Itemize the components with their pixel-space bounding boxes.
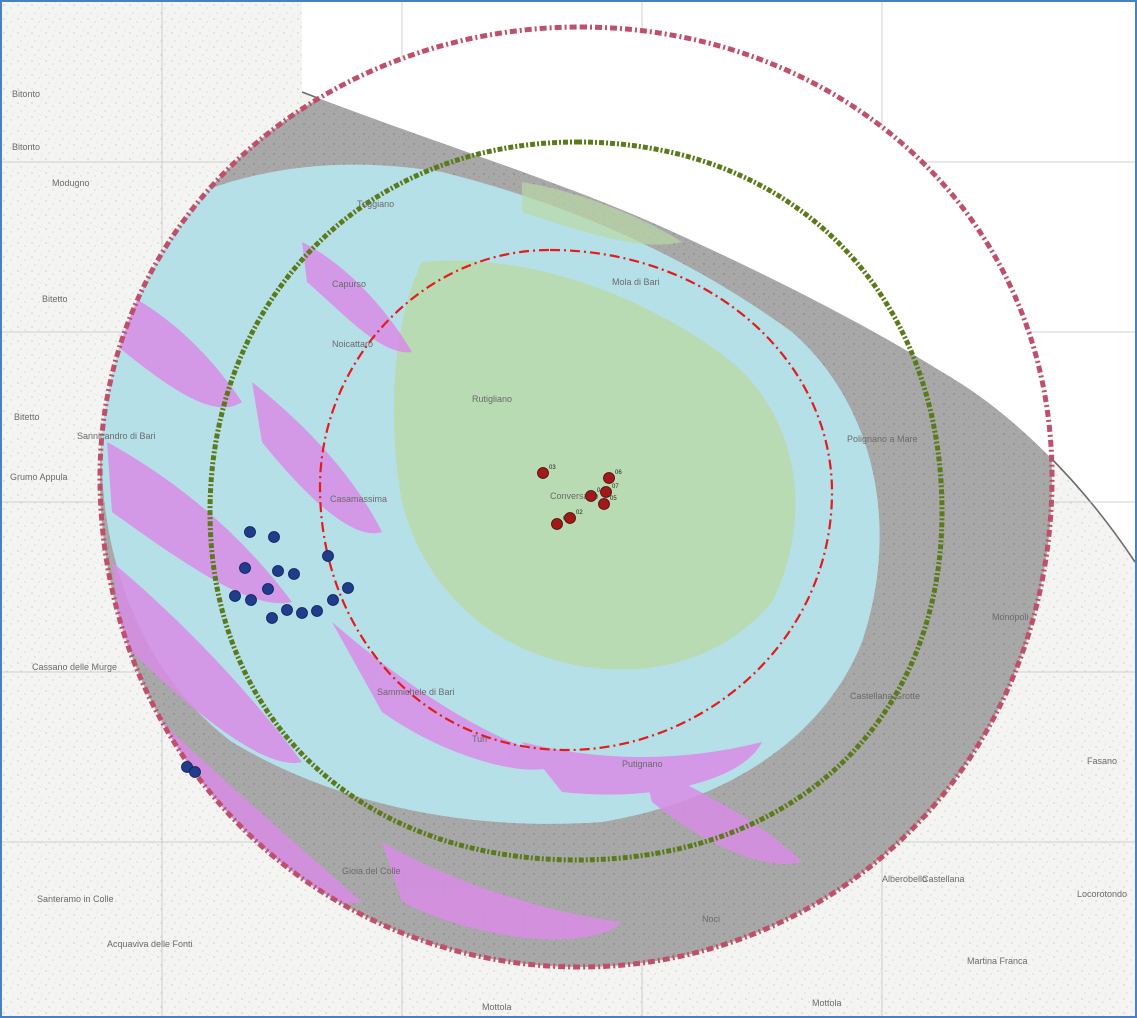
- existing-turbine-marker[interactable]: [245, 594, 257, 606]
- existing-turbine-marker[interactable]: [272, 565, 284, 577]
- town-label-santeramo: Santeramo in Colle: [37, 894, 114, 904]
- project-turbines: 03010204050607: [537, 465, 622, 530]
- town-label-rutigliano: Rutigliano: [472, 394, 512, 404]
- existing-turbine-marker[interactable]: [268, 531, 280, 543]
- project-turbine-label: 06: [615, 470, 622, 476]
- town-label-bitetto-1: Bitetto: [42, 294, 68, 304]
- town-label-polignano: Polignano a Mare: [847, 434, 918, 444]
- project-turbine-marker[interactable]: [585, 490, 597, 502]
- existing-turbine-marker[interactable]: [266, 612, 278, 624]
- buffer-outer: [97, 24, 1055, 970]
- town-label-mola: Mola di Bari: [612, 277, 660, 287]
- project-turbine-marker[interactable]: [564, 512, 576, 524]
- existing-turbine-marker[interactable]: [189, 766, 201, 778]
- town-label-gioia: Gioia del Colle: [342, 866, 401, 876]
- town-label-casamassima: Casamassima: [330, 494, 387, 504]
- town-label-cassano: Cassano delle Murge: [32, 662, 117, 672]
- town-label-noicattaro: Noicattaro: [332, 339, 373, 349]
- project-turbine-marker[interactable]: [600, 486, 612, 498]
- town-label-modugno: Modugno: [52, 178, 90, 188]
- visibility-zone-green: [393, 260, 796, 670]
- town-label-monopoli: Monopoli: [992, 612, 1029, 622]
- town-label-mottola-2: Mottola: [812, 998, 842, 1008]
- buffer-inner: [318, 248, 834, 752]
- town-label-alberobello: Alberobello: [882, 874, 927, 884]
- town-label-bitonto-2: Bitonto: [12, 142, 40, 152]
- town-label-noci: Noci: [702, 914, 720, 924]
- town-label-capurso: Capurso: [332, 279, 366, 289]
- project-turbine-marker[interactable]: [598, 498, 610, 510]
- town-label-triggiano: Triggiano: [357, 199, 394, 209]
- town-label-grumo: Grumo Appula: [10, 472, 68, 482]
- town-label-turi: Turi: [472, 734, 487, 744]
- project-turbine-marker[interactable]: [537, 467, 549, 479]
- town-label-castellana-2: Castellana: [922, 874, 965, 884]
- town-label-mottola-1: Mottola: [482, 1002, 512, 1012]
- town-label-fasano: Fasano: [1087, 756, 1117, 766]
- project-turbine-label: 02: [576, 510, 583, 516]
- existing-turbines: [181, 526, 354, 778]
- town-label-bitetto-2: Bitetto: [14, 412, 40, 422]
- existing-turbine-marker[interactable]: [229, 590, 241, 602]
- buffer-middle: [207, 139, 945, 863]
- existing-turbine-marker[interactable]: [262, 583, 274, 595]
- town-label-conversano: Conversano: [550, 491, 599, 501]
- town-label-locorotondo: Locorotondo: [1077, 889, 1127, 899]
- existing-turbine-marker[interactable]: [288, 568, 300, 580]
- existing-turbine-marker[interactable]: [281, 604, 293, 616]
- town-labels: Bitonto Bitonto Modugno Triggiano Capurso Bit…: [10, 89, 1127, 1012]
- existing-turbine-marker[interactable]: [327, 594, 339, 606]
- project-turbine-marker[interactable]: [551, 518, 563, 530]
- town-label-martina: Martina Franca: [967, 956, 1028, 966]
- project-turbine-marker[interactable]: [603, 472, 615, 484]
- existing-turbine-marker[interactable]: [239, 562, 251, 574]
- town-label-putignano: Putignano: [622, 759, 663, 769]
- existing-turbine-marker[interactable]: [322, 550, 334, 562]
- town-label-castellana: Castellana Grotte: [850, 691, 920, 701]
- existing-turbine-marker[interactable]: [311, 605, 323, 617]
- town-label-sammichele: Sammichele di Bari: [377, 687, 455, 697]
- existing-turbine-marker[interactable]: [342, 582, 354, 594]
- town-label-acquaviva: Acquaviva delle Fonti: [107, 939, 193, 949]
- existing-turbine-marker[interactable]: [296, 607, 308, 619]
- town-label-sannicandro: Sannicandro di Bari: [77, 431, 156, 441]
- project-turbine-label: 03: [549, 465, 556, 471]
- project-turbine-label: 07: [612, 484, 619, 490]
- project-turbine-label: 05: [610, 496, 617, 502]
- town-label-bitonto-1: Bitonto: [12, 89, 40, 99]
- existing-turbine-marker[interactable]: [244, 526, 256, 538]
